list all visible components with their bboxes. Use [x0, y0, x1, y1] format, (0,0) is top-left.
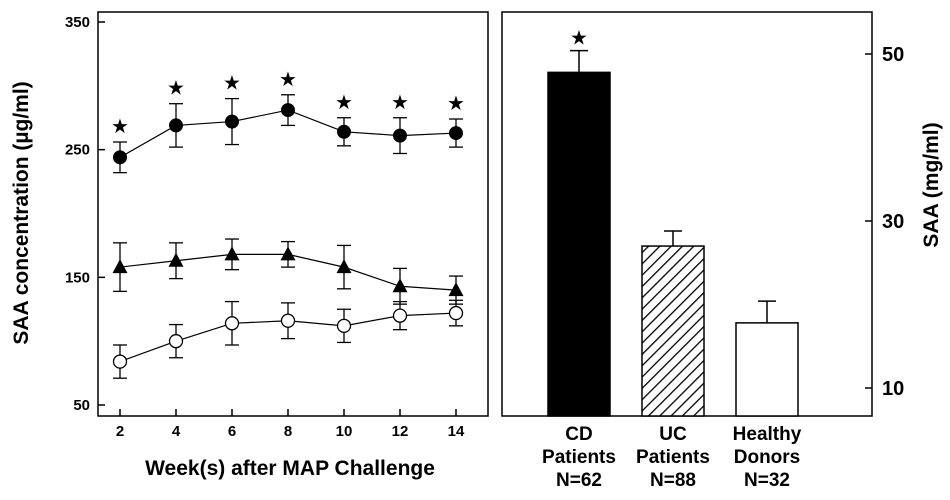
y-tick-label: 50	[73, 397, 90, 414]
bar-chart-y-axis-title: SAA (mg/ml)	[920, 122, 943, 247]
line-chart-series: ★ ★ ★ ★ ★ ★ ★	[111, 69, 465, 379]
line-chart-x-axis-title: Week(s) after MAP Challenge	[145, 457, 435, 480]
x-tick-label: 10	[336, 423, 353, 440]
line-chart-y-axis-title: SAA concentration (µg/ml)	[10, 81, 33, 344]
significance-star: ★	[447, 93, 465, 115]
significance-star: ★	[391, 92, 409, 114]
significance-star: ★	[111, 116, 129, 138]
y-tick-label: 350	[65, 14, 90, 31]
y-tick-label: 30	[882, 211, 904, 233]
significance-star: ★	[335, 92, 353, 114]
data-point	[448, 305, 464, 321]
data-point	[225, 114, 239, 129]
category-label: N=62	[556, 470, 602, 491]
category-label: CD	[565, 424, 592, 445]
data-point	[112, 354, 128, 369]
y-tick-label: 250	[65, 142, 90, 159]
line-chart-panel: 50 150 250 350 2 4 6 8 10 12 14 ★ ★ ★ ★ ★ ★ ★ Week(s) a…	[10, 11, 489, 480]
category-label: Healthy	[733, 424, 802, 445]
x-tick-label: 4	[172, 423, 181, 440]
bar-chart-bars: ★	[547, 28, 799, 417]
data-point	[113, 150, 127, 165]
significance-star: ★	[279, 69, 297, 91]
category-label: N=32	[744, 470, 790, 491]
significance-star: ★	[570, 28, 588, 50]
data-point	[168, 252, 184, 267]
y-tick-label: 150	[65, 269, 90, 286]
x-tick-label: 14	[448, 423, 465, 440]
data-point	[336, 259, 352, 274]
data-point	[392, 308, 408, 323]
bar-chart-y-ticks: 10 30 50	[865, 44, 904, 400]
data-point	[224, 316, 240, 331]
x-tick-label: 2	[116, 423, 124, 440]
y-tick-label: 50	[882, 44, 904, 66]
series-1: ★ ★ ★ ★ ★ ★ ★	[111, 69, 465, 174]
data-point	[336, 318, 352, 333]
data-point	[224, 246, 240, 261]
data-point	[112, 259, 128, 274]
x-tick-label: 12	[392, 423, 409, 440]
category-label: Donors	[734, 447, 801, 468]
y-tick-label: 10	[882, 378, 904, 400]
data-point	[449, 126, 463, 141]
x-tick-label: 8	[284, 423, 292, 440]
data-point	[169, 118, 183, 133]
category-label: Patients	[542, 447, 616, 468]
category-label: Patients	[636, 447, 710, 468]
data-point	[281, 103, 295, 118]
bar	[735, 322, 799, 417]
data-point	[280, 313, 296, 328]
data-point	[392, 278, 408, 293]
bar	[641, 245, 705, 417]
data-point	[168, 334, 184, 349]
line-chart-frame	[97, 11, 489, 417]
data-point	[280, 246, 296, 261]
category-label: N=88	[650, 470, 696, 491]
data-point	[337, 124, 351, 139]
line-chart-y-ticks: 50 150 250 350	[65, 14, 105, 414]
series-3	[112, 299, 464, 379]
significance-star: ★	[223, 73, 241, 95]
category-label: UC	[659, 424, 687, 445]
bar	[547, 71, 611, 417]
series-2	[112, 238, 464, 305]
significance-star: ★	[167, 78, 185, 100]
data-point	[393, 128, 407, 143]
data-point	[448, 282, 464, 297]
x-tick-label: 6	[228, 423, 236, 440]
bar-chart-category-labels: CDPatientsN=62UCPatientsN=88HealthyDonor…	[542, 424, 802, 491]
line-chart-x-ticks: 2 4 6 8 10 12 14	[116, 409, 465, 440]
